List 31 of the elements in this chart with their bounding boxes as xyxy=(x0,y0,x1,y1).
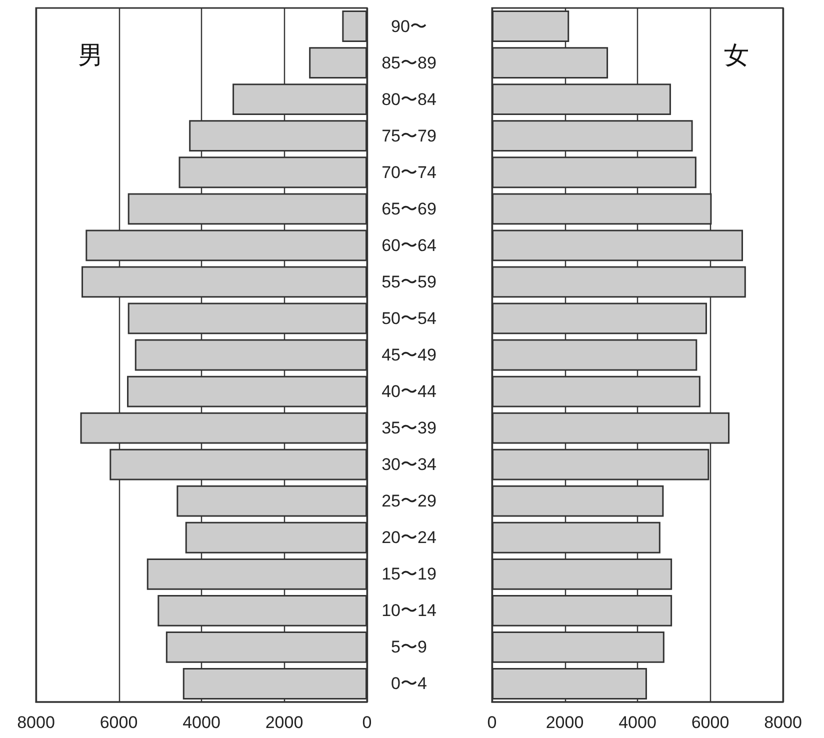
y-tick-label: 85〜89 xyxy=(382,53,436,72)
y-tick-label: 50〜54 xyxy=(382,308,436,328)
y-tick-label: 80〜84 xyxy=(382,90,436,109)
x-tick-label: 8000 xyxy=(17,713,55,732)
text: 男 xyxy=(78,42,103,70)
x-tick-label: 8000 xyxy=(764,713,802,732)
y-tick-label: 60〜64 xyxy=(382,236,436,255)
y-tick-label: 15〜19 xyxy=(382,564,436,584)
y-tick-label: 45〜49 xyxy=(382,346,436,364)
y-tick-label: 65〜69 xyxy=(382,199,436,218)
y-tick-label: 30〜34 xyxy=(382,455,436,474)
y-tick-label: 0〜4 xyxy=(391,674,427,694)
x-tick-label: 4000 xyxy=(618,713,656,732)
x-tick-label: 2000 xyxy=(546,713,584,732)
x-tick-label: 4000 xyxy=(182,713,220,732)
y-tick-label: 75〜79 xyxy=(382,126,436,146)
x-tick-label: 6000 xyxy=(691,713,730,732)
y-tick-label: 20〜24 xyxy=(382,528,436,548)
y-tick-label: 40〜44 xyxy=(382,382,436,402)
x-tick-label: 6000 xyxy=(100,713,138,732)
x-tick-label: 0 xyxy=(362,713,372,732)
y-tick-label: 10〜14 xyxy=(382,601,436,620)
y-tick-label: 55〜59 xyxy=(382,272,436,292)
y-tick-label: 5〜9 xyxy=(391,638,427,657)
x-tick-label: 0 xyxy=(487,713,497,732)
y-tick-label: 25〜29 xyxy=(382,492,436,511)
x-tick-label: 2000 xyxy=(265,713,304,732)
text: 女 xyxy=(724,42,749,70)
y-tick-label: 90〜 xyxy=(391,16,427,36)
y-tick-label: 35〜39 xyxy=(382,418,436,438)
y-tick-label: 70〜74 xyxy=(382,162,436,182)
